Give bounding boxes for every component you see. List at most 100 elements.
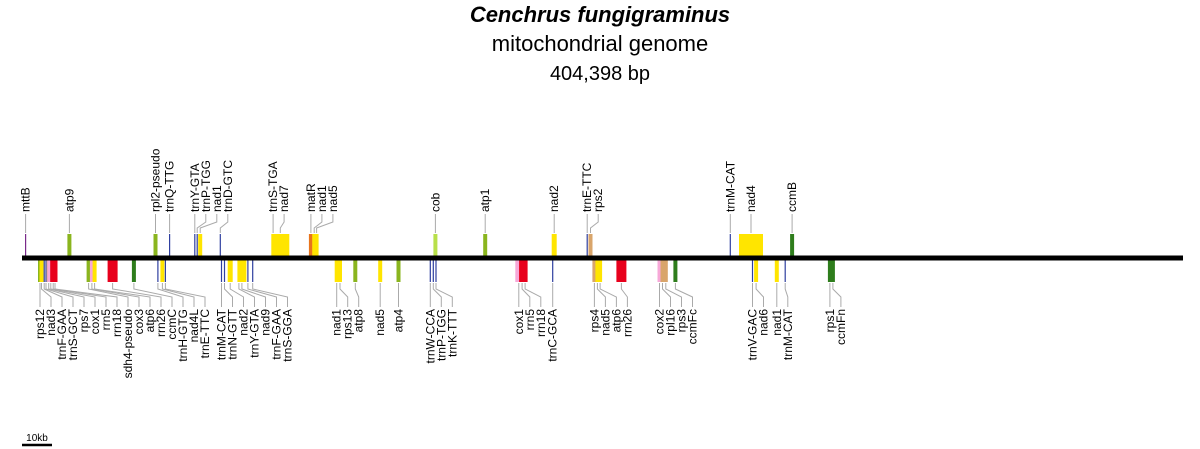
gene-leader-line — [354, 283, 360, 307]
gene-label-top: nad1 — [210, 185, 224, 212]
gene-label-bottom: rps13 — [341, 309, 355, 339]
gene-rrn26 — [616, 260, 627, 282]
gene-trny-gta — [194, 234, 196, 256]
gene-leader-line — [435, 283, 453, 307]
gene-leader-line — [199, 214, 218, 233]
gene-trnm-cat — [784, 260, 786, 282]
gene-leader-line — [665, 283, 682, 307]
gene-label-bottom: trnF-GAA — [55, 309, 69, 360]
gene-label-bottom: rps1 — [823, 309, 837, 333]
gene-leader-line — [48, 283, 85, 307]
gene-label-bottom: ccmC — [165, 309, 179, 340]
gene-nad4l — [160, 260, 165, 282]
gene-label-bottom: trnF-GAA — [270, 309, 284, 360]
gene-label-bottom: nad1 — [770, 309, 784, 336]
gene-ccmfc — [673, 260, 678, 282]
gene-leader-line — [94, 283, 151, 307]
gene-label-bottom: cox2 — [653, 309, 667, 335]
gene-label-bottom: rrn26 — [620, 309, 634, 337]
gene-label-bottom: nad5 — [598, 309, 612, 336]
gene-leader-line — [164, 283, 206, 307]
gene-label-bottom: rps4 — [587, 309, 601, 333]
gene-leader-line — [279, 214, 285, 233]
gene-matr — [308, 234, 313, 256]
gene-trnq-ttg — [169, 234, 171, 256]
gene-leader-line — [196, 214, 207, 233]
gene-leader-line — [112, 283, 162, 307]
gene-leader-line — [674, 283, 693, 307]
gene-label-top: nad1 — [315, 185, 329, 212]
gene-rps13 — [338, 260, 342, 282]
gene-label-top: nad4 — [744, 185, 758, 212]
gene-label-bottom: trnE-TTC — [198, 309, 212, 359]
gene-leader-line — [161, 283, 195, 307]
gene-label-bottom: sdh4-pseudo — [121, 309, 135, 379]
gene-mttb — [25, 234, 27, 256]
gene-trnc-gca — [552, 260, 554, 282]
gene-label-bottom: atp8 — [352, 309, 366, 333]
gene-leader-line — [91, 283, 140, 307]
gene-label-top: trnS-TGA — [266, 161, 280, 212]
gene-trnd-gtc — [219, 234, 221, 256]
gene-label-bottom: nad5 — [373, 309, 387, 336]
gene-label-bottom: rps3 — [675, 309, 689, 333]
gene-label-top: rps2 — [591, 188, 605, 212]
gene-label-top: rpl2-pseudo — [149, 148, 163, 212]
gene-rpl16 — [660, 260, 665, 282]
gene-label-bottom: trnK-TTT — [445, 308, 459, 357]
gene-nad9 — [237, 260, 247, 282]
gene-nad1 — [334, 260, 339, 282]
gene-leader-line — [133, 283, 173, 307]
gene-label-bottom: ccmFn — [834, 309, 848, 345]
scale-bar-label: 10kb — [26, 433, 48, 444]
gene-trnn-gtt — [223, 260, 226, 282]
gene-atp1 — [483, 234, 488, 256]
gene-nad5 — [314, 234, 319, 256]
gene-leader-line — [524, 283, 542, 307]
gene-trnf-gaa — [247, 260, 249, 282]
gene-label-bottom: cox3 — [132, 309, 146, 335]
gene-cox1 — [515, 260, 523, 282]
gene-atp6 — [92, 260, 97, 282]
gene-label-top: atp1 — [478, 188, 492, 212]
gene-label-top: cob — [428, 192, 442, 212]
gene-label-top: trnE-TTC — [580, 162, 594, 212]
gene-nad2 — [551, 234, 557, 256]
gene-label-bottom: trnS-GGA — [281, 309, 295, 362]
gene-atp6 — [598, 260, 603, 282]
gene-nad5 — [595, 260, 600, 282]
gene-label-bottom: nad1 — [330, 309, 344, 336]
gene-nad7 — [271, 234, 290, 256]
gene-trnv-gac — [751, 260, 754, 282]
gene-leader-line — [247, 283, 277, 307]
gene-label-bottom: trnH-GTG — [176, 309, 190, 362]
gene-label-bottom: atp4 — [392, 309, 406, 333]
gene-trnm-cat — [220, 260, 223, 282]
gene-cox3 — [89, 260, 94, 282]
gene-rrn26 — [107, 260, 118, 282]
gene-label-bottom: trnC-GCA — [546, 309, 560, 362]
gene-leader-line — [219, 214, 229, 233]
gene-label-top: trnY-GTA — [188, 163, 202, 212]
gene-leader-line — [157, 283, 184, 307]
gene-label-top: matR — [304, 183, 318, 212]
gene-label-top: trnM-CAT — [723, 160, 737, 212]
gene-label-bottom: trnN-GTT — [226, 308, 240, 359]
gene-label-bottom: trnM-CAT — [215, 308, 229, 360]
gene-nad1 — [312, 234, 317, 256]
gene-label-bottom: nad2 — [237, 309, 251, 336]
gene-trnf-gaa — [43, 260, 45, 282]
gene-nad5 — [378, 260, 383, 282]
gene-ccmfn — [830, 260, 835, 282]
gene-label-bottom: nad9 — [259, 309, 273, 336]
gene-atp9 — [67, 234, 72, 256]
bottom-strand-labels: rps12nad3trnF-GAAtrnS-GCTrps7cox1rrn5rrn… — [33, 283, 848, 378]
gene-label-bottom: nad3 — [44, 309, 58, 336]
gene-label-bottom: trnS-GCT — [66, 308, 80, 360]
gene-label-bottom: nad4L — [187, 309, 201, 343]
gene-label-bottom: trnM-CAT — [781, 308, 795, 360]
gene-trnm-cat — [729, 234, 731, 256]
gene-trns-gct — [45, 260, 47, 282]
gene-label-bottom: atp6 — [143, 309, 157, 333]
gene-sdh4-pseudo — [86, 260, 91, 282]
